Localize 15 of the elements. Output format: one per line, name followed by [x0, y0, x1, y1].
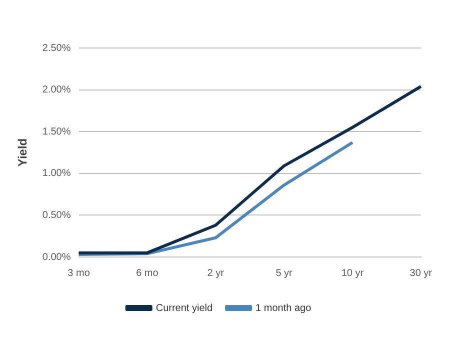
y-tick-label: 0.00% [42, 252, 71, 263]
x-tick-label: 6 mo [136, 268, 159, 279]
y-tick-label: 0.50% [42, 210, 71, 221]
y-tick-label: 2.50% [42, 42, 71, 54]
x-tick-label: 30 yr [410, 268, 433, 279]
x-tick-label: 5 yr [276, 268, 294, 279]
x-tick-label: 3 mo [68, 268, 90, 279]
y-tick-label: 1.50% [42, 126, 71, 138]
y-tick-label: 2.00% [42, 84, 71, 96]
legend-label: 1 month ago [256, 302, 312, 314]
x-tick-label: 10 yr [341, 268, 364, 279]
y-axis-title: Yield [16, 138, 30, 167]
x-tick-label: 2 yr [207, 268, 225, 279]
legend-label: Current yield [156, 302, 213, 314]
y-tick-label: 1.00% [42, 168, 71, 180]
